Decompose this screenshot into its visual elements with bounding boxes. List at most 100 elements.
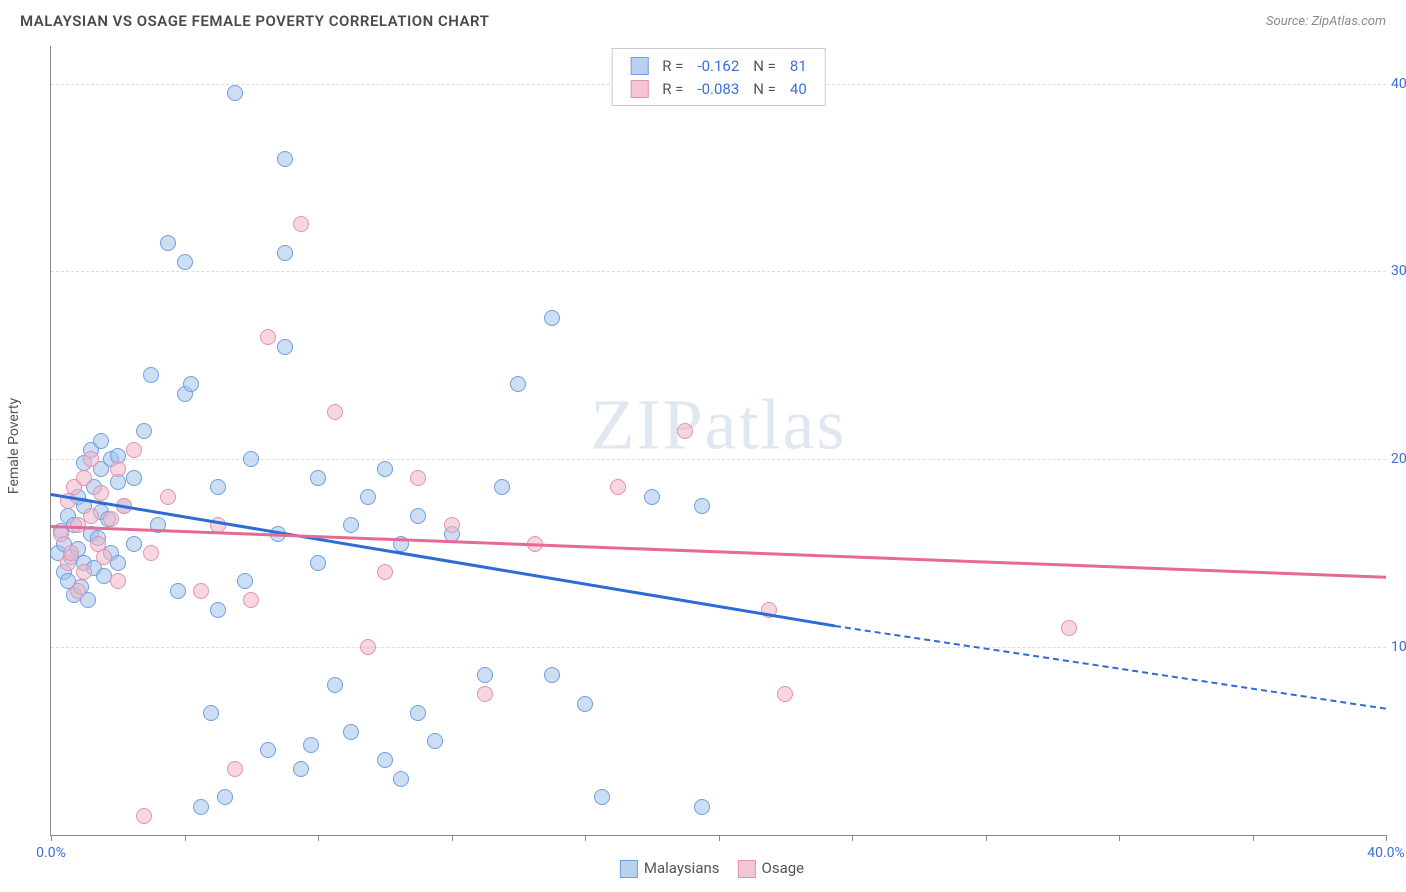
data-point — [110, 573, 126, 589]
x-tick-mark — [318, 835, 319, 841]
data-point — [136, 423, 152, 439]
trend-line — [51, 493, 836, 627]
data-point — [694, 799, 710, 815]
data-point — [410, 705, 426, 721]
data-point — [694, 498, 710, 514]
data-point — [193, 799, 209, 815]
plot-area: ZIPatlas R =-0.162N =81R =-0.083N =40 10… — [50, 46, 1386, 836]
data-point — [126, 442, 142, 458]
x-tick-mark — [585, 835, 586, 841]
data-point — [217, 789, 233, 805]
data-point — [293, 216, 309, 232]
legend-swatch — [620, 860, 638, 878]
data-point — [777, 686, 793, 702]
data-point — [70, 583, 86, 599]
data-point — [110, 461, 126, 477]
data-point — [510, 376, 526, 392]
legend-r-value: -0.162 — [691, 55, 745, 76]
data-point — [170, 583, 186, 599]
data-point — [237, 573, 253, 589]
data-point — [93, 433, 109, 449]
data-point — [126, 536, 142, 552]
legend-r-label: R = — [656, 55, 689, 76]
x-tick-label: 40.0% — [1367, 845, 1405, 861]
data-point — [126, 470, 142, 486]
data-point — [260, 742, 276, 758]
data-point — [210, 479, 226, 495]
legend-series: MalaysiansOsage — [602, 859, 804, 878]
y-axis-label: Female Poverty — [6, 398, 22, 494]
data-point — [644, 489, 660, 505]
data-point — [327, 677, 343, 693]
x-tick-mark — [452, 835, 453, 841]
data-point — [1061, 620, 1077, 636]
watermark: ZIPatlas — [591, 383, 847, 466]
data-point — [360, 639, 376, 655]
x-tick-mark — [719, 835, 720, 841]
legend-swatch — [630, 57, 648, 75]
x-tick-mark — [852, 835, 853, 841]
data-point — [203, 705, 219, 721]
data-point — [377, 461, 393, 477]
data-point — [377, 752, 393, 768]
legend-n-value: 40 — [784, 78, 813, 99]
y-tick-label: 40.0% — [1391, 76, 1406, 92]
data-point — [143, 367, 159, 383]
data-point — [193, 583, 209, 599]
chart-header: MALAYSIAN VS OSAGE FEMALE POVERTY CORREL… — [0, 0, 1406, 38]
trend-line-extrapolated — [835, 625, 1386, 710]
chart-title: MALAYSIAN VS OSAGE FEMALE POVERTY CORREL… — [20, 12, 489, 30]
data-point — [76, 470, 92, 486]
data-point — [93, 485, 109, 501]
legend-swatch — [630, 80, 648, 98]
data-point — [310, 555, 326, 571]
gridline-h — [51, 271, 1386, 272]
data-point — [83, 508, 99, 524]
data-point — [260, 329, 276, 345]
data-point — [494, 479, 510, 495]
legend-r-value: -0.083 — [691, 78, 745, 99]
x-tick-label: 0.0% — [36, 845, 66, 861]
legend-n-label: N = — [747, 55, 782, 76]
x-tick-mark — [986, 835, 987, 841]
data-point — [227, 85, 243, 101]
data-point — [177, 254, 193, 270]
data-point — [594, 789, 610, 805]
trend-line — [51, 525, 1386, 578]
legend-series-label: Osage — [762, 859, 805, 877]
data-point — [577, 696, 593, 712]
data-point — [243, 592, 259, 608]
x-tick-mark — [1386, 835, 1387, 841]
data-point — [343, 517, 359, 533]
legend-stats-row: R =-0.162N =81 — [624, 55, 813, 76]
data-point — [444, 517, 460, 533]
data-point — [277, 339, 293, 355]
y-tick-label: 10.0% — [1391, 639, 1406, 655]
data-point — [53, 526, 69, 542]
data-point — [310, 470, 326, 486]
legend-r-label: R = — [656, 78, 689, 99]
data-point — [63, 545, 79, 561]
chart-container: ZIPatlas R =-0.162N =81R =-0.083N =40 10… — [50, 46, 1386, 836]
data-point — [76, 564, 92, 580]
data-point — [96, 549, 112, 565]
data-point — [160, 235, 176, 251]
data-point — [277, 245, 293, 261]
x-tick-mark — [1253, 835, 1254, 841]
data-point — [227, 761, 243, 777]
legend-stats-row: R =-0.083N =40 — [624, 78, 813, 99]
legend-stats: R =-0.162N =81R =-0.083N =40 — [611, 48, 826, 106]
data-point — [183, 376, 199, 392]
data-point — [393, 771, 409, 787]
data-point — [410, 470, 426, 486]
data-point — [544, 667, 560, 683]
chart-source: Source: ZipAtlas.com — [1266, 14, 1386, 29]
data-point — [610, 479, 626, 495]
legend-n-value: 81 — [784, 55, 813, 76]
data-point — [243, 451, 259, 467]
y-tick-label: 30.0% — [1391, 263, 1406, 279]
legend-swatch — [738, 860, 756, 878]
data-point — [136, 808, 152, 824]
data-point — [83, 451, 99, 467]
legend-n-label: N = — [747, 78, 782, 99]
